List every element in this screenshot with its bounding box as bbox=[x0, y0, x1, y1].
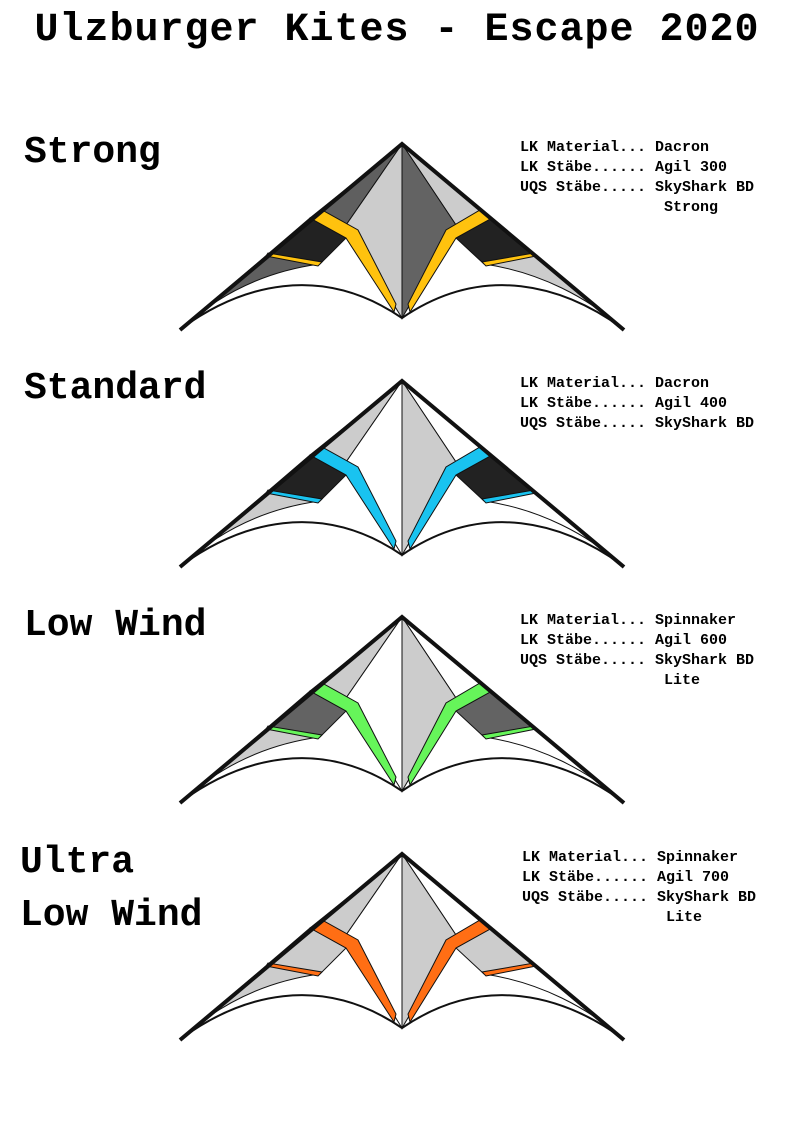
spec-row: Lite bbox=[522, 908, 756, 928]
variant-name-line: Low Wind bbox=[24, 604, 207, 647]
spec-list: LK Material... Spinnaker LK Stäbe...... … bbox=[522, 848, 756, 928]
spec-row: Lite bbox=[520, 671, 754, 691]
accent-stripe-left bbox=[265, 489, 324, 504]
trailing-edge-left bbox=[181, 757, 403, 802]
spec-value: Strong bbox=[664, 199, 719, 216]
accent-stripe-left bbox=[265, 252, 324, 267]
variant-name-line: Strong bbox=[24, 131, 161, 174]
spec-value: SkyShark BD bbox=[655, 652, 755, 669]
spec-label: LK Stäbe...... bbox=[520, 632, 647, 649]
spec-row: Strong bbox=[520, 198, 754, 218]
spec-label: LK Stäbe...... bbox=[520, 395, 647, 412]
trailing-edge-right bbox=[401, 521, 623, 566]
spec-value: Spinnaker bbox=[655, 612, 737, 629]
spec-value: Agil 300 bbox=[655, 159, 728, 176]
wing-panel-left bbox=[181, 253, 321, 329]
wing-panel-right bbox=[483, 963, 623, 1039]
spec-label: UQS Stäbe..... bbox=[520, 415, 647, 432]
wing-panel-left bbox=[181, 490, 321, 566]
spec-row: UQS Stäbe..... SkyShark BD bbox=[522, 888, 756, 908]
spec-value: Spinnaker bbox=[657, 849, 739, 866]
spec-row: LK Material... Spinnaker bbox=[522, 848, 756, 868]
variant-name: Standard bbox=[24, 362, 206, 415]
trailing-edge-left bbox=[181, 994, 403, 1039]
spec-value: SkyShark BD bbox=[655, 179, 755, 196]
spec-list: LK Material... Dacron LK Stäbe...... Agi… bbox=[520, 138, 754, 218]
wing-panel-left bbox=[181, 963, 321, 1039]
spec-label: LK Material... bbox=[520, 139, 647, 156]
spec-value: Dacron bbox=[655, 139, 710, 156]
spec-row: LK Stäbe...... Agil 700 bbox=[522, 868, 756, 888]
spec-label: LK Material... bbox=[520, 375, 647, 392]
spec-value: Dacron bbox=[655, 375, 710, 392]
trailing-edge-right bbox=[401, 994, 623, 1039]
accent-stripe-left bbox=[265, 962, 324, 977]
variant-name-line: Standard bbox=[24, 367, 207, 410]
variant-name-line: Ultra bbox=[20, 841, 135, 884]
spec-row: LK Material... Dacron bbox=[520, 138, 754, 158]
leading-edge-spar bbox=[178, 614, 626, 805]
variant-name-line: Low Wind bbox=[20, 894, 203, 937]
variant-name: Strong bbox=[24, 126, 161, 179]
kite-illustration bbox=[178, 141, 626, 332]
spec-value: Lite bbox=[664, 672, 701, 689]
spec-row: LK Stäbe...... Agil 600 bbox=[520, 631, 754, 651]
wing-panel-right bbox=[483, 490, 623, 566]
spec-row: UQS Stäbe..... SkyShark BD bbox=[520, 414, 754, 434]
wing-panel-right bbox=[483, 726, 623, 802]
spec-label: LK Material... bbox=[520, 612, 647, 629]
wing-panel-right bbox=[483, 253, 623, 329]
variant-name: Low Wind bbox=[24, 599, 206, 652]
spec-list: LK Material... Dacron LK Stäbe...... Agi… bbox=[520, 374, 754, 434]
trailing-edge-left bbox=[181, 521, 403, 566]
kite-illustration bbox=[178, 378, 626, 569]
leading-edge-spar bbox=[178, 141, 626, 332]
spec-value: SkyShark BD bbox=[657, 889, 757, 906]
spec-value: Agil 600 bbox=[655, 632, 728, 649]
kite-illustration bbox=[178, 614, 626, 805]
kite-illustration bbox=[178, 851, 626, 1042]
variant-name: Ultra Low Wind bbox=[20, 836, 202, 942]
spec-label: LK Stäbe...... bbox=[522, 869, 649, 886]
spec-row: LK Material... Spinnaker bbox=[520, 611, 754, 631]
spec-label: UQS Stäbe..... bbox=[522, 889, 649, 906]
spec-label: LK Stäbe...... bbox=[520, 159, 647, 176]
page-title: Ulzburger Kites - Escape 2020 bbox=[34, 8, 760, 53]
spec-value: Agil 700 bbox=[657, 869, 730, 886]
accent-stripe-left bbox=[265, 725, 324, 740]
trailing-edge-left bbox=[181, 284, 403, 329]
spec-value: Lite bbox=[666, 909, 703, 926]
spec-label: LK Material... bbox=[522, 849, 649, 866]
spec-row: LK Stäbe...... Agil 400 bbox=[520, 394, 754, 414]
spec-value: SkyShark BD bbox=[655, 415, 755, 432]
spec-label: UQS Stäbe..... bbox=[520, 652, 647, 669]
spec-value: Agil 400 bbox=[655, 395, 728, 412]
leading-edge-spar bbox=[178, 851, 626, 1042]
wing-panel-left bbox=[181, 726, 321, 802]
leading-edge-spar bbox=[178, 378, 626, 569]
spec-row: UQS Stäbe..... SkyShark BD bbox=[520, 178, 754, 198]
trailing-edge-right bbox=[401, 757, 623, 802]
spec-label: UQS Stäbe..... bbox=[520, 179, 647, 196]
spec-row: LK Material... Dacron bbox=[520, 374, 754, 394]
spec-row: LK Stäbe...... Agil 300 bbox=[520, 158, 754, 178]
trailing-edge-right bbox=[401, 284, 623, 329]
spec-row: UQS Stäbe..... SkyShark BD bbox=[520, 651, 754, 671]
spec-list: LK Material... Spinnaker LK Stäbe...... … bbox=[520, 611, 754, 691]
